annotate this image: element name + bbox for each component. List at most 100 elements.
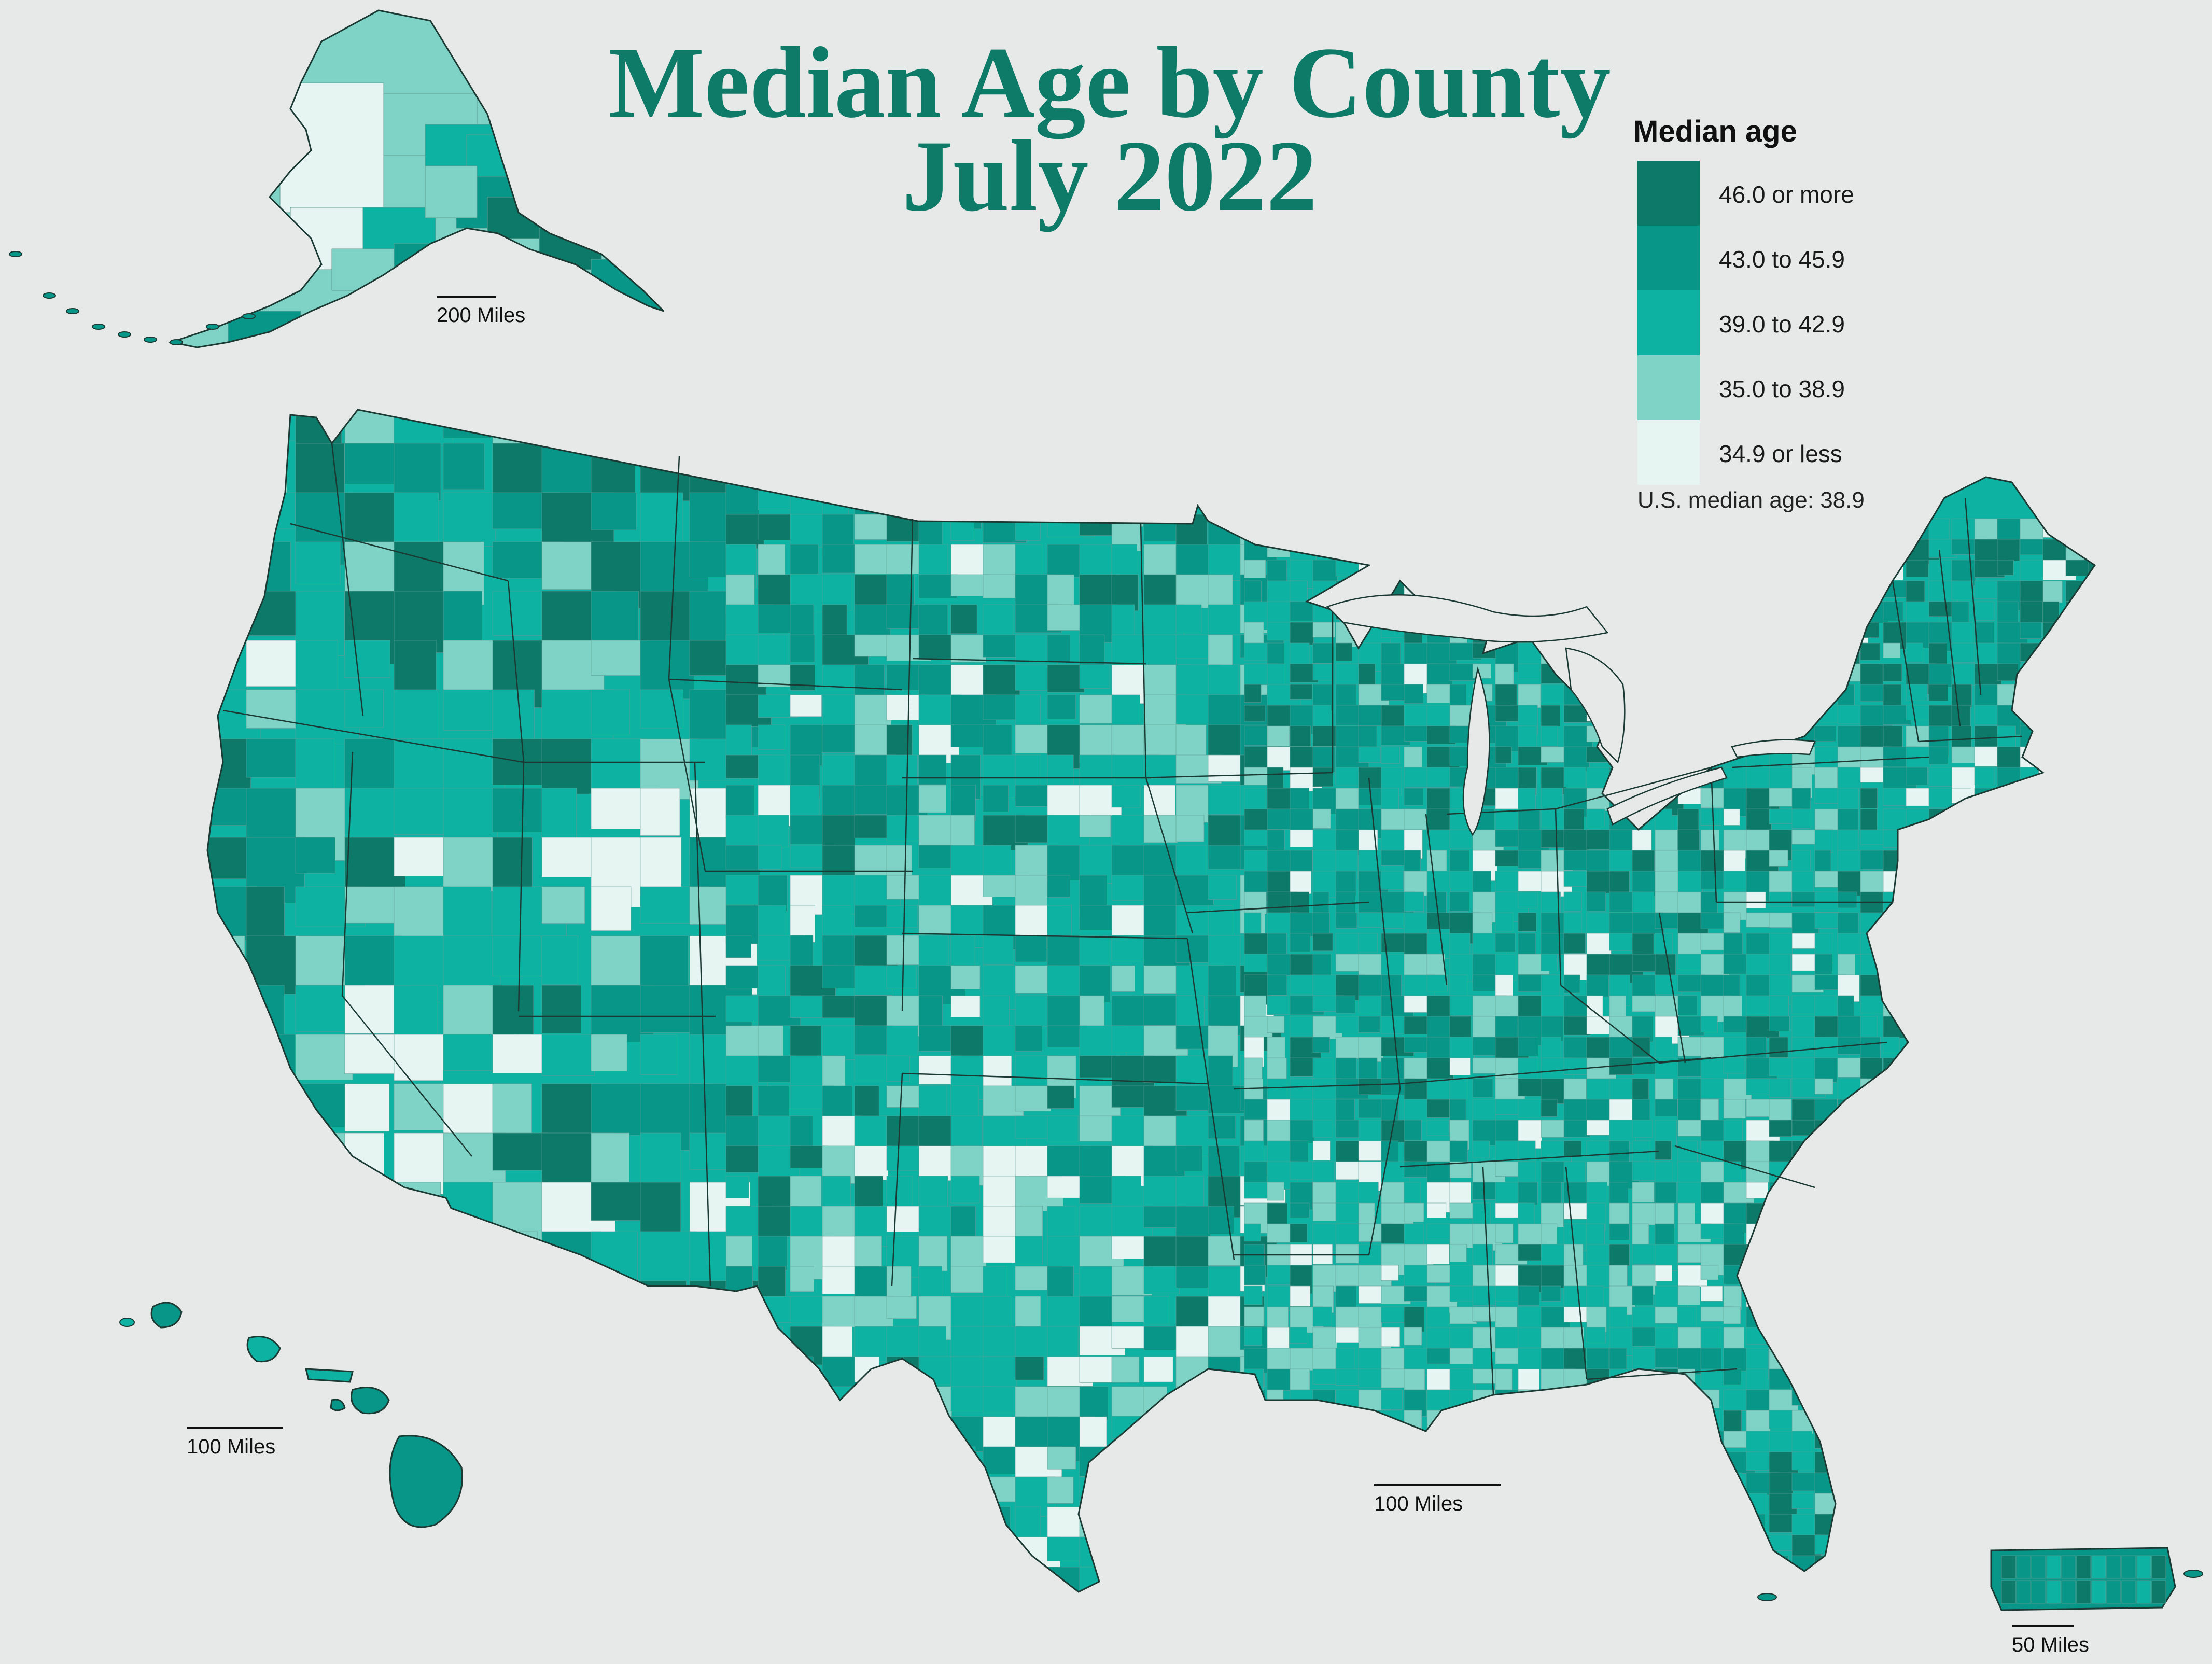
eastern-county: [1951, 642, 1979, 663]
eastern-county: [1997, 1451, 2032, 1477]
plains-county: [822, 995, 857, 1018]
plains-county: [1079, 424, 1106, 464]
plains-county: [1111, 875, 1150, 901]
plains-county: [950, 1506, 979, 1545]
eastern-county: [1906, 1555, 1926, 1578]
eastern-county: [1700, 601, 1721, 619]
eastern-county: [1655, 1514, 1678, 1533]
eastern-county: [1586, 995, 1603, 1018]
eastern-county: [1700, 871, 1728, 889]
eastern-county: [1974, 1348, 2008, 1369]
western-county: [541, 985, 581, 1033]
eastern-county: [2111, 850, 2134, 874]
eastern-county: [1312, 1493, 1337, 1519]
eastern-county: [1426, 1244, 1450, 1265]
eastern-county: [1906, 995, 1936, 1012]
eastern-county: [1541, 518, 1574, 546]
eastern-county: [2088, 663, 2095, 692]
plains-county: [790, 1446, 827, 1475]
eastern-county: [1769, 601, 1796, 630]
eastern-county: [2088, 725, 2095, 744]
plains-county: [918, 484, 949, 511]
eastern-county: [1791, 1202, 1825, 1225]
western-county: [246, 591, 300, 636]
eastern-county: [2111, 1348, 2136, 1372]
eastern-county: [1541, 705, 1561, 726]
eastern-county: [1518, 912, 1537, 932]
eastern-county: [2111, 913, 2142, 929]
eastern-county: [1815, 1597, 1843, 1613]
eastern-county: [2088, 767, 2095, 794]
eastern-county: [1267, 1389, 1284, 1418]
eastern-county: [1267, 1099, 1295, 1124]
eastern-county: [2020, 1451, 2050, 1473]
plains-county: [1015, 1085, 1051, 1112]
eastern-county: [1677, 1389, 1703, 1421]
western-county: [443, 1280, 515, 1333]
legend-label-46-plus: 46.0 or more: [1719, 181, 1854, 208]
plains-county: [1015, 1386, 1051, 1418]
eastern-county: [1655, 684, 1689, 705]
eastern-county: [1472, 1285, 1496, 1306]
plains-county: [1240, 410, 1277, 418]
plains-county: [1143, 544, 1179, 577]
plains-county: [758, 1236, 788, 1270]
eastern-county: [2111, 705, 2141, 721]
western-county: [591, 886, 632, 931]
eastern-county: [1541, 539, 1568, 556]
oahu-island: [246, 1336, 281, 1363]
eastern-county: [1838, 1597, 1861, 1615]
eastern-county: [2111, 1244, 2132, 1260]
eastern-county: [2042, 1078, 2060, 1097]
eastern-county: [1951, 1472, 1980, 1502]
eastern-county: [1335, 1555, 1355, 1575]
plains-county: [950, 1476, 988, 1522]
eastern-county: [1335, 1410, 1363, 1437]
plains-county: [758, 454, 798, 485]
plains-county: [1143, 484, 1185, 510]
eastern-county: [1518, 1389, 1544, 1412]
eastern-county: [1883, 974, 1909, 991]
western-county: [295, 837, 335, 874]
eastern-county: [1997, 1431, 2024, 1451]
eastern-county: [1335, 912, 1357, 929]
eastern-county: [1906, 808, 1930, 828]
plains-county: [1015, 454, 1056, 490]
eastern-county: [2065, 1265, 2093, 1294]
western-county: [591, 1034, 627, 1071]
eastern-county: [1883, 829, 1900, 848]
western-county: [394, 1182, 441, 1223]
eastern-county: [1814, 1368, 1840, 1398]
plains-county: [918, 1025, 953, 1052]
eastern-county: [1244, 1285, 1263, 1305]
eastern-county: [1700, 560, 1730, 577]
eastern-county: [1632, 1514, 1665, 1542]
eastern-county: [1312, 808, 1331, 829]
eastern-county: [1609, 1140, 1630, 1163]
eastern-county: [1381, 1265, 1399, 1281]
eastern-county: [1563, 560, 1582, 587]
western-county: [246, 1231, 285, 1277]
eastern-county: [1860, 1514, 1881, 1536]
plains-county: [822, 454, 856, 491]
eastern-county: [1700, 808, 1721, 826]
eastern-county: [1472, 1534, 1502, 1551]
eastern-county: [2088, 622, 2095, 653]
eastern-county: [1655, 1597, 1679, 1626]
alaska-outline: [168, 9, 665, 348]
eastern-county: [1244, 1223, 1261, 1242]
eastern-county: [1928, 1202, 1959, 1219]
eastern-county: [1951, 954, 1981, 985]
eastern-county: [1746, 663, 1780, 683]
eastern-county: [1267, 642, 1284, 664]
plains-county: [918, 1506, 965, 1531]
western-county: [541, 1280, 611, 1354]
eastern-county: [1335, 1120, 1359, 1138]
eastern-county: [1563, 1534, 1598, 1565]
eastern-county: [1791, 1493, 1814, 1509]
eastern-county: [2020, 808, 2041, 840]
eastern-county: [1791, 539, 1826, 571]
eastern-county: [1335, 1431, 1362, 1461]
eastern-county: [1791, 684, 1813, 715]
eastern-county: [1997, 1182, 2019, 1214]
